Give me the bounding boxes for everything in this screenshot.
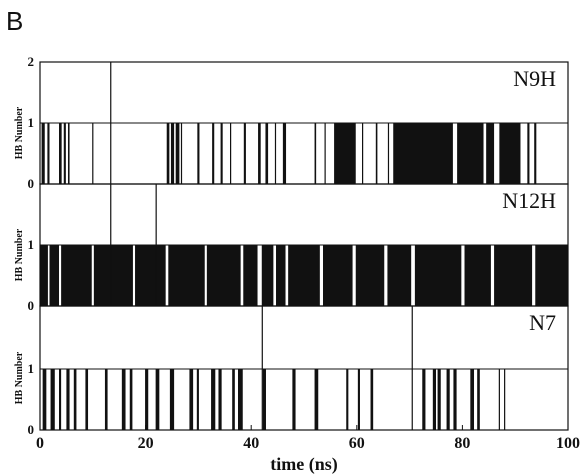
hb-bar (211, 369, 216, 430)
x-axis-title: time (ns) (270, 454, 337, 475)
hb-bar (50, 369, 55, 430)
panel-frame (39, 305, 569, 431)
x-tick-label: 20 (138, 435, 154, 452)
hb-bar (346, 369, 349, 430)
hb-bar (282, 123, 287, 184)
hb-bar (206, 245, 241, 306)
hb-bar (387, 245, 412, 306)
hb-bar (453, 369, 457, 430)
hb-bar (166, 123, 170, 184)
hb-bar (66, 369, 70, 430)
hb-bar (169, 369, 175, 430)
y-tick-label: 0 (28, 422, 35, 437)
hb-bar (170, 123, 175, 184)
hb-bar (41, 123, 45, 184)
hb-bar (437, 369, 441, 430)
hb-bar (323, 245, 353, 306)
hb-bar (477, 369, 480, 430)
hb-bar (258, 123, 261, 184)
hb-bar (265, 123, 269, 184)
hb-bar (47, 123, 50, 184)
x-tick-label: 40 (243, 435, 259, 452)
hb-bar (464, 245, 491, 306)
x-tick-label: 60 (349, 435, 365, 452)
hb-bar (243, 245, 258, 306)
hb-bar (104, 369, 108, 430)
hb-bar (414, 245, 462, 306)
hb-bar (49, 245, 60, 306)
x-tick-label: 100 (556, 435, 580, 452)
hb-bar (276, 245, 286, 306)
hb-bar (499, 123, 521, 184)
hb-bar (189, 369, 194, 430)
series-label: N12H (502, 188, 556, 213)
hb-bar (314, 369, 319, 430)
x-tick-label: 0 (36, 435, 44, 452)
hb-bar (375, 123, 378, 184)
hb-bar (527, 123, 530, 184)
y-tick-label: 1 (28, 237, 35, 252)
y-axis-title: HB Number (14, 106, 25, 159)
hb-bar (334, 123, 356, 184)
y-tick-label: 1 (28, 115, 35, 130)
hb-bar (135, 245, 166, 306)
hb-bar (129, 369, 133, 430)
hb-bar (232, 369, 235, 430)
hb-bar (196, 369, 199, 430)
hb-bar (494, 245, 533, 306)
y-tick-label: 0 (28, 176, 35, 191)
hb-bar (218, 369, 222, 430)
hb-bar (457, 123, 484, 184)
hb-bar (486, 123, 495, 184)
hb-bar (243, 123, 246, 184)
hb-bar (422, 369, 426, 430)
hb-bar (212, 123, 215, 184)
hb-bar (67, 123, 70, 184)
hb-bar (314, 123, 317, 184)
hb-bar (470, 369, 475, 430)
y-axis-title: HB Number (14, 351, 25, 404)
hb-bar (155, 369, 160, 430)
y-tick-label: 1 (28, 361, 35, 376)
hb-bar (59, 369, 62, 430)
hb-bar (432, 369, 436, 430)
hb-bar (534, 123, 537, 184)
hb-bar (145, 369, 149, 430)
series-label: N7 (529, 310, 556, 335)
hb-bar (59, 123, 62, 184)
y-axis-title: HB Number (14, 228, 25, 281)
y-tick-label: 2 (28, 54, 35, 69)
hb-bar (393, 123, 453, 184)
hb-bar (535, 245, 568, 306)
hb-bar (262, 369, 266, 430)
y-tick-label: 0 (28, 298, 35, 313)
hb-bar (63, 123, 66, 184)
hb-bar (121, 369, 126, 430)
x-tick-label: 80 (454, 435, 470, 452)
panel-letter: B (6, 6, 24, 36)
hb-bar (175, 123, 180, 184)
hb-bar (370, 369, 374, 430)
hb-bar (85, 369, 89, 430)
hb-bar (261, 245, 274, 306)
hb-bar (93, 245, 133, 306)
hb-bar (61, 245, 92, 306)
hb-bar (238, 369, 243, 430)
hb-bar (220, 123, 223, 184)
hb-bar (168, 245, 205, 306)
hb-bar (446, 369, 450, 430)
hb-bar (73, 369, 77, 430)
hb-bar (357, 369, 360, 430)
hb-bar (197, 123, 200, 184)
hb-bar (288, 245, 320, 306)
hb-bar (42, 369, 47, 430)
hb-bar (40, 245, 48, 306)
series-label: N9H (513, 66, 556, 91)
hb-bar (355, 245, 385, 306)
